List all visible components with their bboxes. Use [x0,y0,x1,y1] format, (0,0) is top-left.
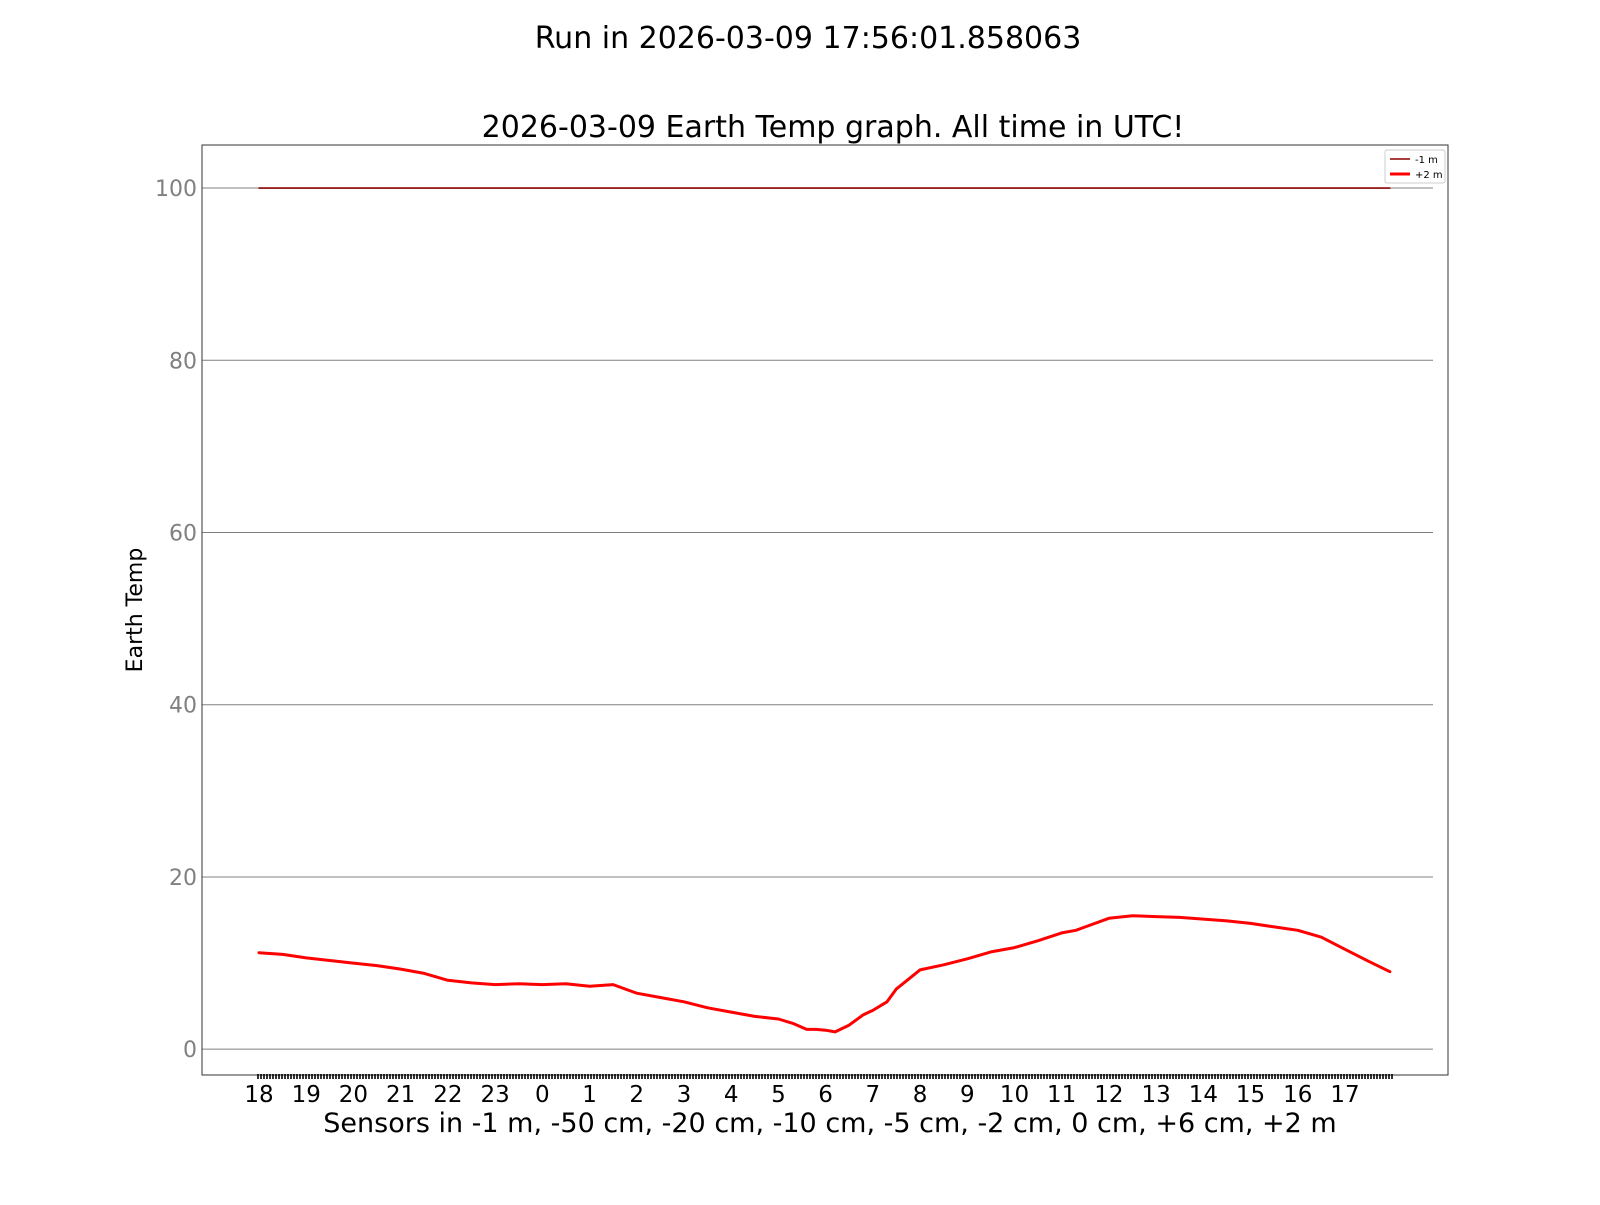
legend-label: +2 m [1415,170,1443,181]
x-tick-label: 23 [480,1082,509,1108]
legend: -1 m +2 m [1384,149,1446,184]
x-tick-label: 4 [724,1082,739,1108]
x-tick-label: 16 [1283,1082,1312,1108]
plot-frame [201,144,1449,1076]
x-tick-label: 12 [1094,1082,1123,1108]
x-tick-label: 3 [677,1082,692,1108]
x-tick-label: 5 [771,1082,786,1108]
chart-title: 2026-03-09 Earth Temp graph. All time in… [482,110,1185,145]
grid [202,187,1433,1050]
x-tick-label: 14 [1189,1082,1218,1108]
x-tick-label: 0 [535,1082,550,1108]
x-minor-ticks [257,1074,1393,1079]
x-axis-label: Sensors in -1 m, -50 cm, -20 cm, -10 cm,… [323,1108,1336,1139]
x-tick-label: 17 [1330,1082,1359,1108]
x-tick-label: 21 [386,1082,415,1108]
x-tick-label: 7 [866,1082,881,1108]
y-axis-label: Earth Temp [123,548,148,673]
x-tick-label: 19 [292,1082,321,1108]
series-line-plus-2m [257,914,1392,1034]
x-tick-label: 22 [433,1082,462,1108]
x-tick-label: 9 [960,1082,975,1108]
y-tick-label: 80 [169,349,197,374]
legend-label: -1 m [1415,155,1438,166]
y-tick-label: 100 [155,177,197,202]
x-tick-label: 11 [1047,1082,1076,1108]
y-tick-label: 60 [169,522,197,547]
x-tick-label: 1 [582,1082,597,1108]
x-tick-label: 10 [1000,1082,1029,1108]
x-tick-label: 6 [818,1082,833,1108]
x-tick-label: 13 [1141,1082,1170,1108]
x-tick-label: 20 [339,1082,368,1108]
y-tick-label: 0 [183,1038,197,1063]
x-tick-label: 15 [1236,1082,1265,1108]
y-tick-label: 20 [169,866,197,891]
series-lines [257,187,1392,1034]
x-tick-label: 8 [913,1082,928,1108]
x-tick-label: 2 [629,1082,644,1108]
y-tick-label: 40 [169,694,197,719]
x-tick-label: 18 [244,1082,273,1108]
suptitle: Run in 2026-03-09 17:56:01.858063 [535,21,1082,56]
